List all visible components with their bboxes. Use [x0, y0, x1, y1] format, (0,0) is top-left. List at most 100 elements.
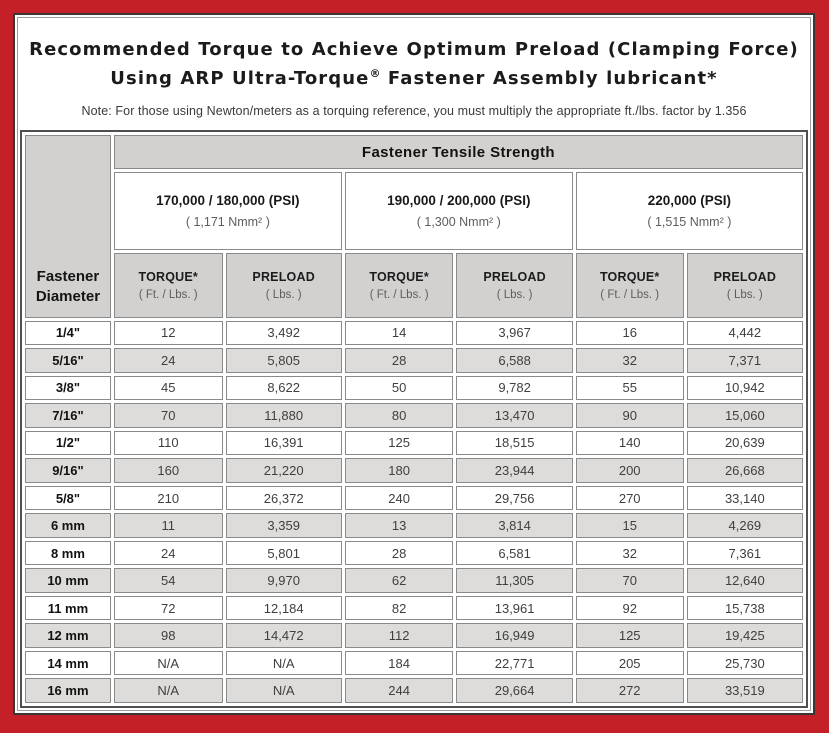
psi-group-190-200: 190,000 / 200,000 (PSI) ( 1,300 Nmm² ): [344, 171, 573, 251]
preload-cell: 33,519: [686, 678, 803, 703]
psi-label: 190,000 / 200,000 (PSI): [387, 193, 531, 209]
preload-cell: N/A: [225, 650, 342, 676]
torque-cell: 24: [113, 348, 223, 373]
torque-cell: 70: [575, 568, 684, 593]
torque-cell: 54: [113, 568, 223, 593]
table-row: 1/2" 110 16,391 125 18,515 140 20,639: [25, 430, 803, 456]
registered-trademark-symbol: ®: [369, 67, 381, 81]
preload-cell: 26,372: [225, 485, 342, 511]
preload-cell: 3,359: [225, 513, 342, 538]
preload-column-header: PRELOAD ( Lbs. ): [686, 253, 803, 318]
torque-cell: 32: [575, 540, 684, 566]
nmm-label: ( 1,171 Nmm² ): [185, 215, 270, 230]
preload-cell: 9,782: [456, 375, 573, 401]
torque-cell: 98: [113, 623, 223, 648]
title-line1: Recommended Torque to Achieve Optimum Pr…: [29, 39, 799, 60]
page-title: Recommended Torque to Achieve Optimum Pr…: [24, 35, 804, 93]
preload-cell: 13,961: [456, 595, 573, 621]
preload-cell: 29,664: [456, 678, 573, 703]
torque-cell: 50: [344, 375, 454, 401]
row-diameter-label: 1/4": [25, 320, 111, 346]
preload-column-header: PRELOAD ( Lbs. ): [225, 253, 342, 318]
table-row: 1/4" 12 3,492 14 3,967 16 4,442: [25, 320, 803, 346]
torque-cell: N/A: [113, 650, 223, 676]
row-diameter-label: 11 mm: [25, 595, 111, 621]
table-row: 16 mm N/A N/A 244 29,664 272 33,519: [25, 678, 803, 703]
torque-cell: N/A: [113, 678, 223, 703]
psi-group-170-180: 170,000 / 180,000 (PSI) ( 1,171 Nmm² ): [113, 171, 342, 251]
preload-cell: 3,814: [456, 513, 573, 538]
table-row: 3/8" 45 8,622 50 9,782 55 10,942: [25, 375, 803, 401]
psi-group-row: 170,000 / 180,000 (PSI) ( 1,171 Nmm² ) 1…: [25, 171, 803, 251]
row-diameter-label: 3/8": [25, 375, 111, 401]
torque-cell: 205: [575, 650, 684, 676]
torque-cell: 13: [344, 513, 454, 538]
torque-column-header: TORQUE* ( Ft. / Lbs. ): [575, 253, 684, 318]
row-diameter-label: 7/16": [25, 403, 111, 428]
torque-cell: 24: [113, 540, 223, 566]
table-row: 11 mm 72 12,184 82 13,961 92 15,738: [25, 595, 803, 621]
torque-cell: 55: [575, 375, 684, 401]
preload-cell: 26,668: [686, 458, 803, 483]
row-diameter-label: 6 mm: [25, 513, 111, 538]
table-row: 5/8" 210 26,372 240 29,756 270 33,140: [25, 485, 803, 511]
table-row: 12 mm 98 14,472 112 16,949 125 19,425: [25, 623, 803, 648]
psi-label: 170,000 / 180,000 (PSI): [156, 193, 300, 209]
torque-cell: 28: [344, 540, 454, 566]
torque-cell: 112: [344, 623, 454, 648]
torque-cell: 12: [113, 320, 223, 346]
newton-meters-note: Note: For those using Newton/meters as a…: [81, 104, 747, 119]
nmm-label: ( 1,515 Nmm² ): [647, 215, 732, 230]
row-diameter-label: 5/8": [25, 485, 111, 511]
psi-group-220: 220,000 (PSI) ( 1,515 Nmm² ): [575, 171, 803, 251]
torque-cell: 14: [344, 320, 454, 346]
torque-cell: 270: [575, 485, 684, 511]
preload-cell: 5,805: [225, 348, 342, 373]
inner-border: Recommended Torque to Achieve Optimum Pr…: [17, 17, 811, 711]
torque-column-header: TORQUE* ( Ft. / Lbs. ): [113, 253, 223, 318]
table-row: 6 mm 11 3,359 13 3,814 15 4,269: [25, 513, 803, 538]
table-header: Fastener Diameter Fastener Tensile Stren…: [25, 135, 803, 318]
preload-column-header: PRELOAD ( Lbs. ): [456, 253, 573, 318]
row-diameter-label: 1/2": [25, 430, 111, 456]
preload-cell: 16,391: [225, 430, 342, 456]
psi-label: 220,000 (PSI): [647, 193, 732, 209]
row-diameter-label: 5/16": [25, 348, 111, 373]
preload-cell: 25,730: [686, 650, 803, 676]
preload-cell: 16,949: [456, 623, 573, 648]
torque-cell: 70: [113, 403, 223, 428]
preload-cell: 4,269: [686, 513, 803, 538]
tensile-strength-row: Fastener Diameter Fastener Tensile Stren…: [25, 135, 803, 318]
torque-cell: 125: [344, 430, 454, 456]
preload-cell: 18,515: [456, 430, 573, 456]
preload-cell: 9,970: [225, 568, 342, 593]
fastener-diameter-header: Fastener Diameter: [25, 135, 111, 318]
table-container: Fastener Diameter Fastener Tensile Stren…: [18, 130, 810, 710]
table-row: 7/16" 70 11,880 80 13,470 90 15,060: [25, 403, 803, 428]
preload-cell: N/A: [225, 678, 342, 703]
torque-cell: 244: [344, 678, 454, 703]
torque-cell: 80: [344, 403, 454, 428]
preload-cell: 3,967: [456, 320, 573, 346]
row-diameter-label: 16 mm: [25, 678, 111, 703]
torque-cell: 140: [575, 430, 684, 456]
table-row: 10 mm 54 9,970 62 11,305 70 12,640: [25, 568, 803, 593]
preload-cell: 19,425: [686, 623, 803, 648]
table-row: 8 mm 24 5,801 28 6,581 32 7,361: [25, 540, 803, 566]
table-row: 9/16" 160 21,220 180 23,944 200 26,668: [25, 458, 803, 483]
preload-cell: 7,361: [686, 540, 803, 566]
column-header-row: TORQUE* ( Ft. / Lbs. ) PRELOAD ( Lbs. ) …: [25, 253, 803, 318]
torque-cell: 180: [344, 458, 454, 483]
torque-cell: 125: [575, 623, 684, 648]
row-diameter-label: 9/16": [25, 458, 111, 483]
preload-cell: 3,492: [225, 320, 342, 346]
preload-cell: 5,801: [225, 540, 342, 566]
torque-cell: 184: [344, 650, 454, 676]
preload-cell: 6,588: [456, 348, 573, 373]
row-diameter-label: 12 mm: [25, 623, 111, 648]
table-body: 1/4" 12 3,492 14 3,967 16 4,442 5/16" 24…: [25, 320, 803, 703]
torque-cell: 32: [575, 348, 684, 373]
torque-cell: 28: [344, 348, 454, 373]
torque-table: Fastener Diameter Fastener Tensile Stren…: [20, 130, 808, 708]
preload-cell: 12,640: [686, 568, 803, 593]
